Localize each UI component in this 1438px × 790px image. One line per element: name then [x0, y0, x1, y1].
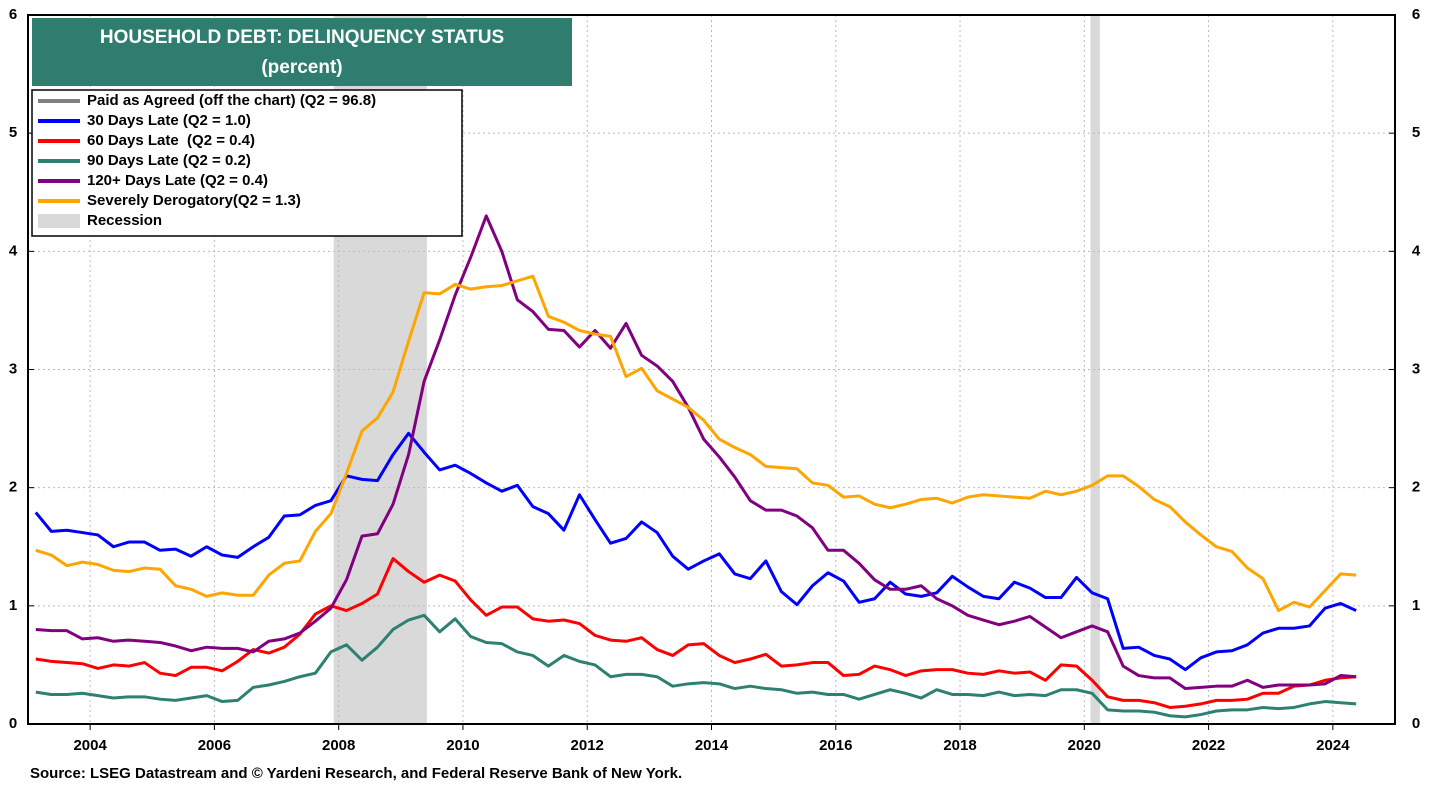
chart-title: HOUSEHOLD DEBT: DELINQUENCY STATUS	[100, 27, 504, 48]
x-tick-label: 2020	[1068, 737, 1101, 754]
recession-band	[1090, 15, 1100, 724]
y-tick-label: 2	[9, 479, 17, 496]
legend: Paid as Agreed (off the chart) (Q2 = 96.…	[38, 92, 376, 229]
x-tick-label: 2022	[1192, 737, 1225, 754]
y2-tick-label: 3	[1412, 360, 1420, 377]
y-tick-label: 3	[9, 360, 17, 377]
series-line	[35, 214, 1357, 691]
legend-label: 60 Days Late (Q2 = 0.4)	[87, 132, 255, 149]
plot-frame	[27, 14, 1396, 725]
legend-label: 30 Days Late (Q2 = 1.0)	[87, 112, 251, 129]
y2-tick-label: 0	[1412, 715, 1420, 732]
y2-tick-label: 4	[1412, 242, 1421, 259]
y-tick-label: 1	[9, 597, 17, 614]
y-tick-label: 6	[9, 6, 17, 23]
y-tick-label: 5	[9, 124, 17, 141]
x-tick-label: 2006	[198, 737, 231, 754]
source-note: Source: LSEG Datastream and © Yardeni Re…	[30, 765, 682, 782]
x-tick-label: 2014	[695, 737, 729, 754]
x-tick-label: 2024	[1316, 737, 1350, 754]
legend-label: 120+ Days Late (Q2 = 0.4)	[87, 172, 268, 189]
x-tick-label: 2012	[571, 737, 604, 754]
title-box	[32, 18, 572, 86]
legend-label: 90 Days Late (Q2 = 0.2)	[87, 152, 251, 169]
y2-tick-label: 2	[1412, 479, 1420, 496]
y-tick-label: 4	[9, 242, 18, 259]
chart-subtitle: (percent)	[261, 57, 342, 78]
y-tick-label: 0	[9, 715, 17, 732]
x-tick-label: 2016	[819, 737, 852, 754]
series-line	[34, 431, 1357, 672]
x-tick-label: 2018	[943, 737, 976, 754]
series-line	[35, 557, 1357, 709]
y2-tick-label: 6	[1412, 6, 1420, 23]
x-tick-label: 2004	[73, 737, 107, 754]
series-line	[35, 613, 1357, 719]
y2-tick-label: 1	[1412, 597, 1420, 614]
legend-label: Paid as Agreed (off the chart) (Q2 = 96.…	[87, 92, 376, 109]
y2-tick-label: 5	[1412, 124, 1420, 141]
lines	[34, 214, 1357, 719]
series-line	[35, 274, 1357, 613]
x-tick-label: 2008	[322, 737, 355, 754]
legend-label: Severely Derogatory(Q2 = 1.3)	[87, 192, 301, 209]
legend-label: Recession	[87, 212, 162, 229]
x-tick-label: 2010	[446, 737, 479, 754]
legend-box	[31, 89, 463, 237]
